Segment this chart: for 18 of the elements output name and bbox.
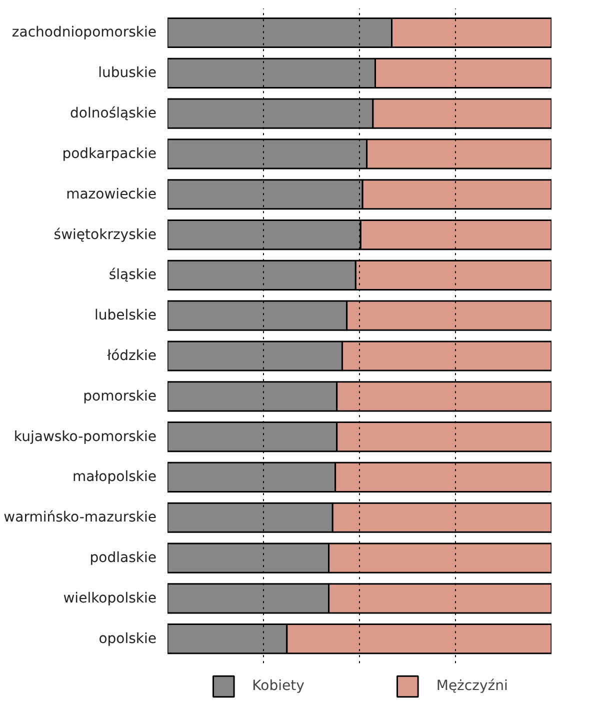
- y-tick-label: kujawsko-pomorskie: [14, 428, 157, 445]
- y-tick-label: lubelskie: [94, 308, 157, 324]
- y-tick-label: warmińsko-mazurskie: [4, 510, 157, 526]
- y-tick-label: małopolskie: [72, 469, 157, 486]
- y-tick-label: dolnośląskie: [70, 106, 157, 122]
- y-tick-label: łódzkie: [107, 348, 156, 364]
- y-tick-label: śląskie: [108, 267, 157, 284]
- legend-label: Kobiety: [252, 678, 304, 694]
- y-tick-label: pomorskie: [83, 388, 157, 404]
- y-tick-label: opolskie: [98, 630, 156, 647]
- y-tick-label: lubuskie: [98, 65, 157, 82]
- legend-label: Mężczyźni: [436, 678, 508, 694]
- y-tick-label: świętokrzyskie: [54, 226, 156, 243]
- y-tick-label: zachodniopomorskie: [12, 24, 156, 41]
- y-tick-label: mazowieckie: [66, 186, 157, 202]
- y-tick-label: wielkopolskie: [63, 590, 157, 606]
- y-tick-label: podlaskie: [90, 550, 157, 566]
- y-tick-label: podkarpackie: [62, 146, 157, 162]
